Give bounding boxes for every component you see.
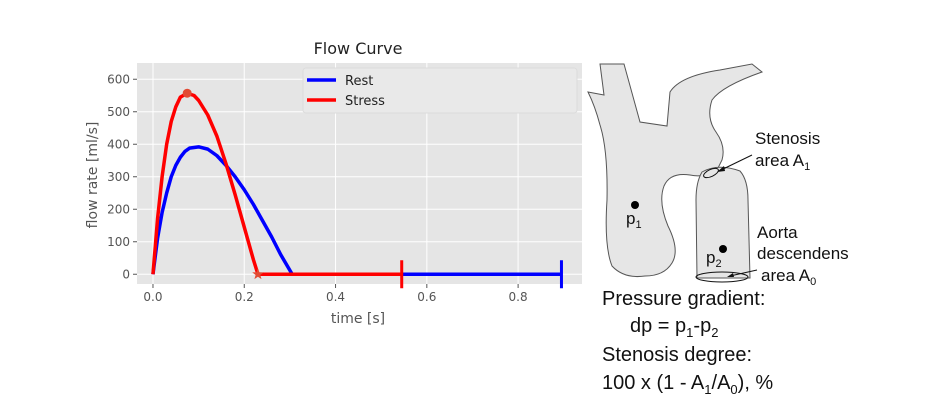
- descendens-label: descendens: [757, 244, 849, 263]
- aorta-label: Aorta: [757, 223, 798, 242]
- chart-title: Flow Curve: [314, 39, 403, 58]
- stenosis-area-label: area A1: [755, 151, 810, 173]
- legend: Rest Stress: [302, 67, 578, 114]
- x-tick-label: 0.8: [509, 290, 528, 304]
- stenosis-label: Stenosis: [755, 129, 820, 148]
- x-axis-label: time [s]: [331, 311, 385, 327]
- y-tick-label: 100: [107, 235, 130, 249]
- descending-aorta-shape: [695, 166, 751, 279]
- stenosis-degree-formula: 100 x (1 - A1/A0), %: [602, 372, 773, 397]
- aorta-area-arrowhead: [727, 273, 734, 277]
- aorta-diagram: p1 p2 Stenosis area A1 Aorta descendens …: [587, 63, 849, 288]
- y-tick-label: 200: [107, 202, 130, 216]
- p1-point: [631, 201, 639, 209]
- series-line-stress: [151, 91, 402, 276]
- x-tick-label: 0.4: [326, 290, 345, 304]
- y-tick-label: 400: [107, 137, 130, 151]
- stenosis-arrow: [718, 154, 753, 172]
- legend-box: [302, 67, 578, 114]
- y-tick-label: 0: [122, 267, 130, 281]
- y-axis-label: flow rate [ml/s]: [85, 122, 101, 229]
- aorta-area-ellipse: [695, 271, 749, 283]
- x-tick-label: 0.6: [417, 290, 436, 304]
- x-tick-label: 0.2: [235, 290, 254, 304]
- aorta-area-arrow: [729, 269, 758, 277]
- stenosis-degree-title: Stenosis degree:: [602, 344, 752, 366]
- zero-marker-stress: [252, 268, 264, 280]
- p1-label: p1: [626, 209, 642, 231]
- stenosis-arrowhead: [717, 166, 725, 172]
- pressure-gradient-title: Pressure gradient:: [602, 288, 765, 310]
- p2-point: [719, 245, 727, 253]
- series-line-rest: [151, 145, 562, 276]
- aortic-arch-shape: [587, 63, 764, 277]
- y-tick-label: 500: [107, 105, 130, 119]
- p2-label: p2: [706, 248, 722, 270]
- ticks: 0.0 0.2 0.4 0.6 0.8 0 100 200 300 400 500 600: [107, 72, 528, 304]
- peak-marker-stress: [182, 88, 192, 98]
- legend-label-stress: Stress: [345, 94, 385, 109]
- stenosis-ellipse: [703, 167, 719, 179]
- aorta-area-label: area A0: [761, 266, 816, 288]
- pressure-gradient-formula: dp = p1-p2: [630, 315, 718, 340]
- legend-label-rest: Rest: [345, 74, 373, 89]
- series-group: [151, 88, 563, 289]
- y-tick-label: 600: [107, 72, 130, 86]
- x-tick-label: 0.0: [143, 290, 162, 304]
- y-tick-label: 300: [107, 170, 130, 184]
